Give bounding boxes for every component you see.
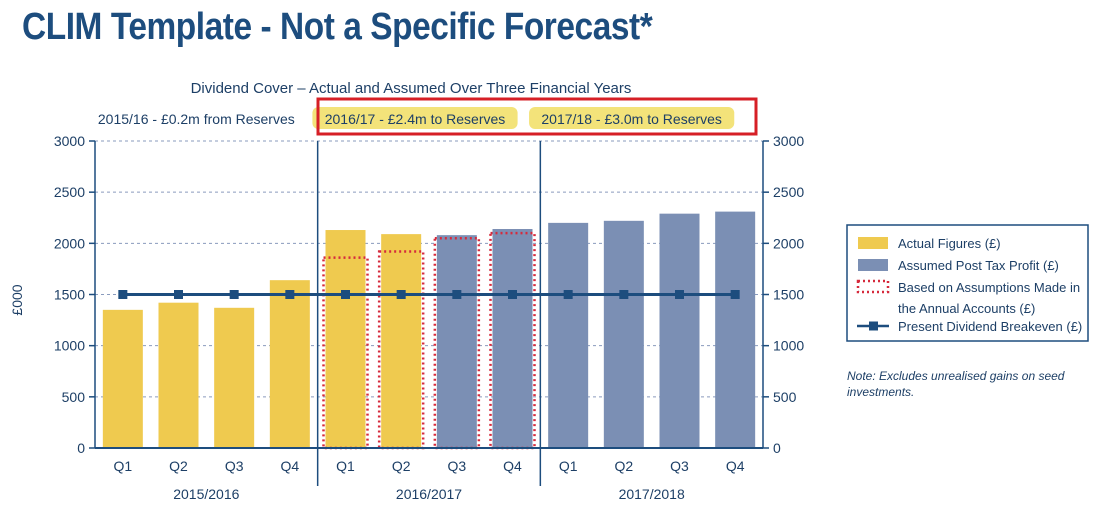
bar-assumed-12 (715, 211, 756, 448)
breakeven-marker-8 (508, 290, 517, 299)
breakeven-marker-9 (563, 290, 573, 299)
bar-actual-3 (214, 307, 255, 448)
bar-actual-4 (269, 280, 310, 448)
legend-swatch-3 (856, 279, 890, 294)
x-tick-label-2: Q2 (169, 458, 188, 474)
banner-highlight-box (316, 97, 758, 136)
x-tick-label-5: Q1 (336, 458, 355, 474)
breakeven-marker-1 (118, 290, 128, 299)
breakeven-marker-11 (675, 290, 684, 299)
legend-label-2-1: Assumed Post Tax Profit (£) (898, 258, 1059, 273)
x-tick-label-12: Q4 (726, 458, 745, 474)
bar-assumed-8 (492, 229, 533, 448)
year-banner-2: 2016/17 - £2.4m to Reserves (325, 111, 506, 127)
y-tick-label-left-1000: 1000 (54, 338, 85, 354)
bar-assumed-9 (548, 222, 589, 448)
y-tick-label-right-2500: 2500 (773, 184, 804, 200)
bar-assumed-10 (603, 220, 644, 448)
breakeven-marker-6 (396, 290, 406, 299)
year-banner-3: 2017/18 - £3.0m to Reserves (541, 111, 722, 127)
bar-assumed-11 (659, 213, 700, 448)
y-tick-label-right-1500: 1500 (773, 287, 804, 303)
bar-actual-2 (158, 302, 199, 448)
x-tick-label-6: Q2 (392, 458, 411, 474)
bar-actual-6 (381, 234, 422, 448)
legend-label-4-1: Present Dividend Breakeven (£) (898, 319, 1082, 334)
legend-label-3-1: Based on Assumptions Made in (898, 280, 1080, 295)
x-tick-label-10: Q2 (614, 458, 633, 474)
bar-actual-1 (102, 309, 143, 448)
year-banner-1: 2015/16 - £0.2m from Reserves (98, 111, 295, 127)
y-tick-label-right-1000: 1000 (773, 338, 804, 354)
x-tick-label-4: Q4 (280, 458, 299, 474)
breakeven-marker-2 (174, 290, 183, 299)
y-tick-label-right-2000: 2000 (773, 235, 804, 251)
year-banner-highlight-2 (312, 107, 518, 129)
x-tick-label-7: Q3 (447, 458, 466, 474)
y-tick-label-right-0: 0 (773, 440, 781, 456)
bar-actual-5 (325, 230, 366, 448)
x-tick-label-11: Q3 (670, 458, 689, 474)
x-tick-label-3: Q3 (225, 458, 244, 474)
legend-label-1-1: Actual Figures (£) (898, 236, 1001, 251)
breakeven-marker-7 (452, 290, 462, 299)
x-tick-label-9: Q1 (559, 458, 578, 474)
page-title: CLIM Template - Not a Specific Forecast* (22, 6, 653, 48)
y-tick-label-left-2000: 2000 (54, 235, 85, 251)
x-tick-label-8: Q4 (503, 458, 522, 474)
y-tick-label-right-500: 500 (773, 389, 797, 405)
year-label-1: 2015/2016 (173, 486, 239, 502)
year-label-3: 2017/2018 (619, 486, 685, 502)
y-tick-label-left-2500: 2500 (54, 184, 85, 200)
breakeven-marker-5 (341, 290, 350, 299)
y-axis-title: £000 (9, 284, 25, 315)
legend-swatch-2 (858, 259, 888, 271)
y-tick-label-left-1500: 1500 (54, 287, 85, 303)
y-tick-label-right-3000: 3000 (773, 133, 804, 149)
year-label-2: 2016/2017 (396, 486, 462, 502)
breakeven-marker-3 (229, 290, 239, 299)
note-line-1: Note: Excludes unrealised gains on seed (847, 369, 1065, 383)
y-tick-label-left-0: 0 (77, 440, 85, 456)
x-tick-label-1: Q1 (113, 458, 132, 474)
legend-swatch-1 (858, 237, 888, 249)
legend-swatch-marker-4 (869, 321, 878, 331)
chart-title: Dividend Cover – Actual and Assumed Over… (191, 80, 632, 97)
y-tick-label-left-500: 500 (62, 389, 86, 405)
note-line-2: investments. (847, 385, 914, 399)
breakeven-marker-4 (285, 290, 295, 299)
breakeven-marker-10 (619, 290, 629, 299)
legend-label-3-2: the Annual Accounts (£) (898, 301, 1035, 316)
breakeven-marker-12 (730, 290, 740, 299)
assumption-outline-6 (377, 250, 425, 450)
bar-assumed-7 (436, 235, 477, 448)
year-banner-highlight-3 (529, 107, 735, 129)
y-tick-label-left-3000: 3000 (54, 133, 85, 149)
